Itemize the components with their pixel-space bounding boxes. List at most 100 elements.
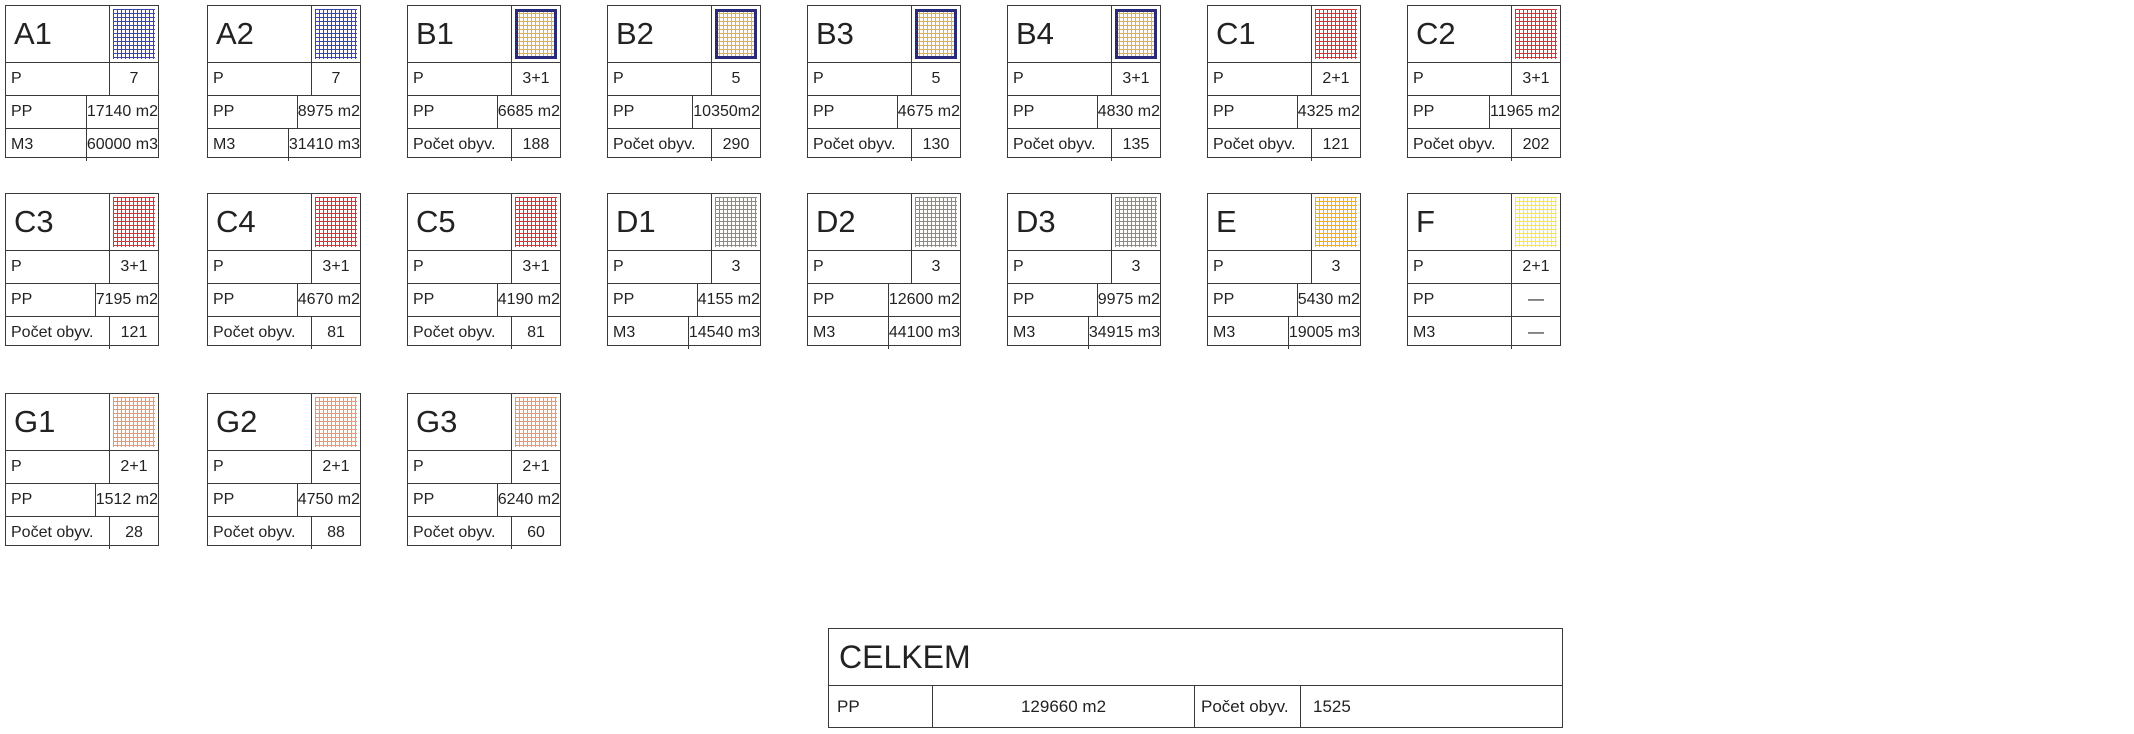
total-table: CELKEM PP 129660 m2 Počet obyv. 1525	[828, 628, 1563, 728]
card-header: B4	[1008, 6, 1160, 63]
building-card-c2: C2 P 3+1 PP 11965 m2 Počet obyv. 202	[1407, 5, 1561, 161]
row-value: 9975 m2	[1097, 291, 1160, 308]
row-value: 4675 m2	[897, 103, 960, 120]
row-value: 3	[1131, 258, 1141, 275]
row-value: 31410 m3	[288, 136, 360, 153]
hatch-swatch-icon	[915, 197, 957, 247]
building-code: B2	[608, 6, 712, 62]
row-label: P	[1408, 63, 1512, 95]
row-value: 3+1	[322, 258, 350, 275]
card-header: D1	[608, 194, 760, 251]
card-header: F	[1408, 194, 1560, 251]
row-value: 2+1	[1322, 70, 1350, 87]
card-header: C1	[1208, 6, 1360, 63]
row-value: 3+1	[120, 258, 148, 275]
card-header: C3	[6, 194, 158, 251]
card-row: P 2+1	[6, 451, 158, 484]
row-label: PP	[1408, 96, 1491, 128]
card-row: Počet obyv. 28	[6, 517, 158, 549]
hatch-swatch-icon	[315, 397, 357, 447]
row-label: Počet obyv.	[208, 317, 312, 349]
row-label: Počet obyv.	[1408, 129, 1512, 161]
row-label: PP	[6, 484, 96, 516]
row-label: P	[608, 63, 712, 95]
card-row: PP 5430 m2	[1208, 284, 1360, 317]
row-label: P	[1208, 251, 1312, 283]
row-label: M3	[608, 317, 689, 349]
hatch-swatch-icon	[113, 9, 155, 59]
card-row: Počet obyv. 88	[208, 517, 360, 549]
row-label: Počet obyv.	[408, 129, 512, 161]
row-label: M3	[1008, 317, 1089, 349]
row-value: 7	[331, 70, 341, 87]
card-row: PP 6240 m2	[408, 484, 560, 517]
row-value: 5	[731, 70, 741, 87]
row-value: 17140 m2	[86, 103, 158, 120]
card-header: D2	[808, 194, 960, 251]
card-row: PP 4325 m2	[1208, 96, 1360, 129]
card-row: P 3+1	[1408, 63, 1560, 96]
card-row: Počet obyv. 130	[808, 129, 960, 161]
card-header: E	[1208, 194, 1360, 251]
row-value: 121	[120, 324, 148, 341]
card-header: A2	[208, 6, 360, 63]
row-value: 5430 m2	[1297, 291, 1360, 308]
row-label: PP	[1208, 284, 1298, 316]
building-code: G2	[208, 394, 312, 450]
building-card-c5: C5 P 3+1 PP 4190 m2 Počet obyv. 81	[407, 193, 561, 349]
row-label: Počet obyv.	[208, 517, 312, 549]
card-row: M3 34915 m3	[1008, 317, 1160, 349]
row-label: P	[408, 63, 512, 95]
row-label: PP	[808, 284, 889, 316]
card-row: PP 4190 m2	[408, 284, 560, 317]
card-row: P 3+1	[408, 63, 560, 96]
row-label: P	[6, 63, 110, 95]
row-value: 4750 m2	[297, 491, 360, 508]
row-label: P	[1008, 63, 1112, 95]
hatch-swatch-icon	[1315, 9, 1357, 59]
building-code: C3	[6, 194, 110, 250]
row-value: 7195 m2	[95, 291, 158, 308]
row-value: 60	[527, 524, 545, 541]
total-pp-value: 129660 m2	[933, 686, 1195, 728]
building-code: C1	[1208, 6, 1312, 62]
card-row: PP 4830 m2	[1008, 96, 1160, 129]
card-row: PP 10350m2	[608, 96, 760, 129]
total-pp-label: PP	[829, 686, 933, 728]
building-code: G1	[6, 394, 110, 450]
row-label: P	[208, 251, 312, 283]
hatch-swatch-icon	[315, 197, 357, 247]
card-row: Počet obyv. 121	[6, 317, 158, 349]
hatch-swatch-icon	[1315, 197, 1357, 247]
row-label: Počet obyv.	[808, 129, 912, 161]
card-row: PP 12600 m2	[808, 284, 960, 317]
row-label: PP	[1008, 284, 1098, 316]
building-card-f: F P 2+1 PP — M3 —	[1407, 193, 1561, 349]
card-row: M3 19005 m3	[1208, 317, 1360, 349]
row-value: 34915 m3	[1088, 324, 1160, 341]
hatch-swatch-icon	[515, 397, 557, 447]
hatch-swatch-icon	[915, 9, 957, 59]
row-label: P	[808, 63, 912, 95]
card-row: PP 9975 m2	[1008, 284, 1160, 317]
row-value: 4190 m2	[497, 291, 560, 308]
card-row: PP 4750 m2	[208, 484, 360, 517]
card-header: B2	[608, 6, 760, 63]
card-row: P 3+1	[1008, 63, 1160, 96]
card-row: PP 4675 m2	[808, 96, 960, 129]
row-value: 4830 m2	[1097, 103, 1160, 120]
card-header: C4	[208, 194, 360, 251]
card-row: PP 4670 m2	[208, 284, 360, 317]
row-value: 5	[931, 70, 941, 87]
building-code: E	[1208, 194, 1312, 250]
row-label: Počet obyv.	[608, 129, 712, 161]
hatch-swatch-icon	[715, 197, 757, 247]
row-label: P	[6, 451, 110, 483]
building-card-c4: C4 P 3+1 PP 4670 m2 Počet obyv. 81	[207, 193, 361, 349]
row-value: 28	[125, 524, 143, 541]
card-row: P 2+1	[408, 451, 560, 484]
row-value: 4155 m2	[697, 291, 760, 308]
